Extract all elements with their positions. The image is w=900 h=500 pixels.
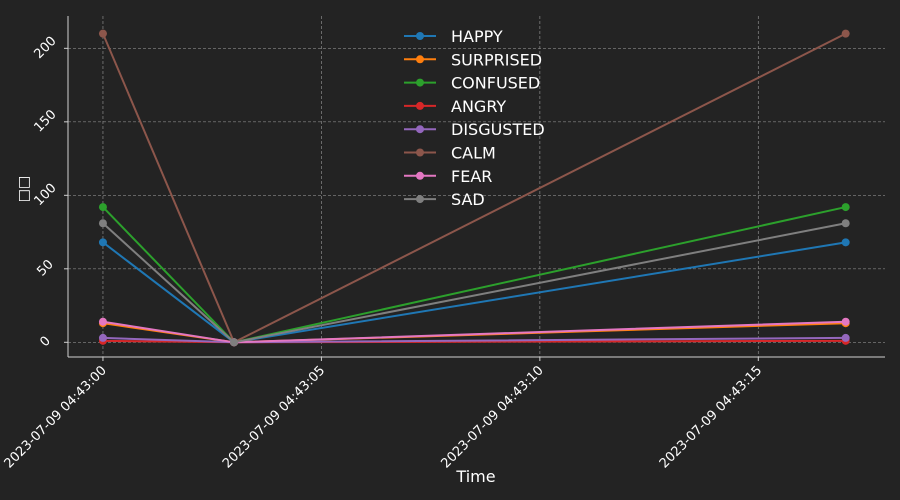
legend-marker-sad bbox=[416, 195, 424, 204]
legend-label-disgusted: DISGUSTED bbox=[451, 120, 545, 139]
data-point-disgusted bbox=[841, 333, 850, 342]
axes bbox=[67, 16, 885, 358]
x-ticks: 2023-07-09 04:43:00 2023-07-09 04:43:05 20… bbox=[2, 357, 765, 471]
data-point-happy bbox=[841, 238, 850, 247]
legend-label-sad: SAD bbox=[451, 190, 485, 209]
series-line-confused bbox=[102, 206, 846, 344]
legend-marker-fear bbox=[416, 171, 424, 180]
y-tick-label: 150 bbox=[31, 107, 59, 135]
x-tick-label: 2023-07-09 04:43:10 bbox=[438, 363, 546, 471]
x-tick-label: 2023-07-09 04:43:15 bbox=[657, 363, 765, 471]
legend-marker-confused bbox=[416, 78, 424, 87]
data-point-disgusted bbox=[98, 333, 107, 342]
legend-label-fear: FEAR bbox=[451, 167, 492, 186]
legend-label-confused: CONFUSED bbox=[451, 74, 540, 93]
x-axis-title: Time bbox=[455, 467, 495, 486]
data-point-fear bbox=[98, 317, 107, 326]
data-point-confused bbox=[98, 203, 107, 212]
data-point-sad bbox=[230, 338, 239, 347]
data-point-happy bbox=[98, 238, 107, 247]
series-line-sad bbox=[102, 222, 846, 344]
data-point-confused bbox=[841, 203, 850, 212]
legend-marker-happy bbox=[416, 32, 424, 40]
data-point-sad bbox=[841, 219, 850, 228]
data-point-fear bbox=[841, 317, 850, 326]
data-point-calm bbox=[98, 29, 107, 38]
legend: HAPPY SURPRISED CONFUSED ANGRY DISGUSTED CALM… bbox=[404, 27, 545, 209]
data-point-sad bbox=[98, 219, 107, 228]
x-tick-label: 2023-07-09 04:43:05 bbox=[220, 363, 328, 471]
legend-marker-surprised bbox=[416, 55, 424, 64]
x-tick-label: 2023-07-09 04:43:00 bbox=[2, 363, 110, 471]
y-tick-label: 100 bbox=[31, 181, 59, 209]
series-lines bbox=[98, 29, 850, 347]
y-axis-title: □□ bbox=[16, 176, 32, 202]
grid bbox=[68, 16, 885, 357]
legend-marker-calm bbox=[416, 148, 424, 157]
legend-label-calm: CALM bbox=[451, 144, 496, 163]
y-tick-label: 0 bbox=[37, 334, 53, 350]
data-point-calm bbox=[841, 29, 850, 38]
y-ticks: 0 50 100 150 200 bbox=[31, 34, 68, 350]
legend-marker-disgusted bbox=[416, 125, 424, 134]
legend-label-angry: ANGRY bbox=[451, 97, 506, 116]
y-tick-label: 200 bbox=[31, 34, 59, 62]
legend-label-surprised: SURPRISED bbox=[451, 50, 542, 69]
y-tick-label: 50 bbox=[34, 257, 56, 279]
legend-label-happy: HAPPY bbox=[451, 27, 503, 46]
legend-marker-angry bbox=[416, 101, 424, 110]
